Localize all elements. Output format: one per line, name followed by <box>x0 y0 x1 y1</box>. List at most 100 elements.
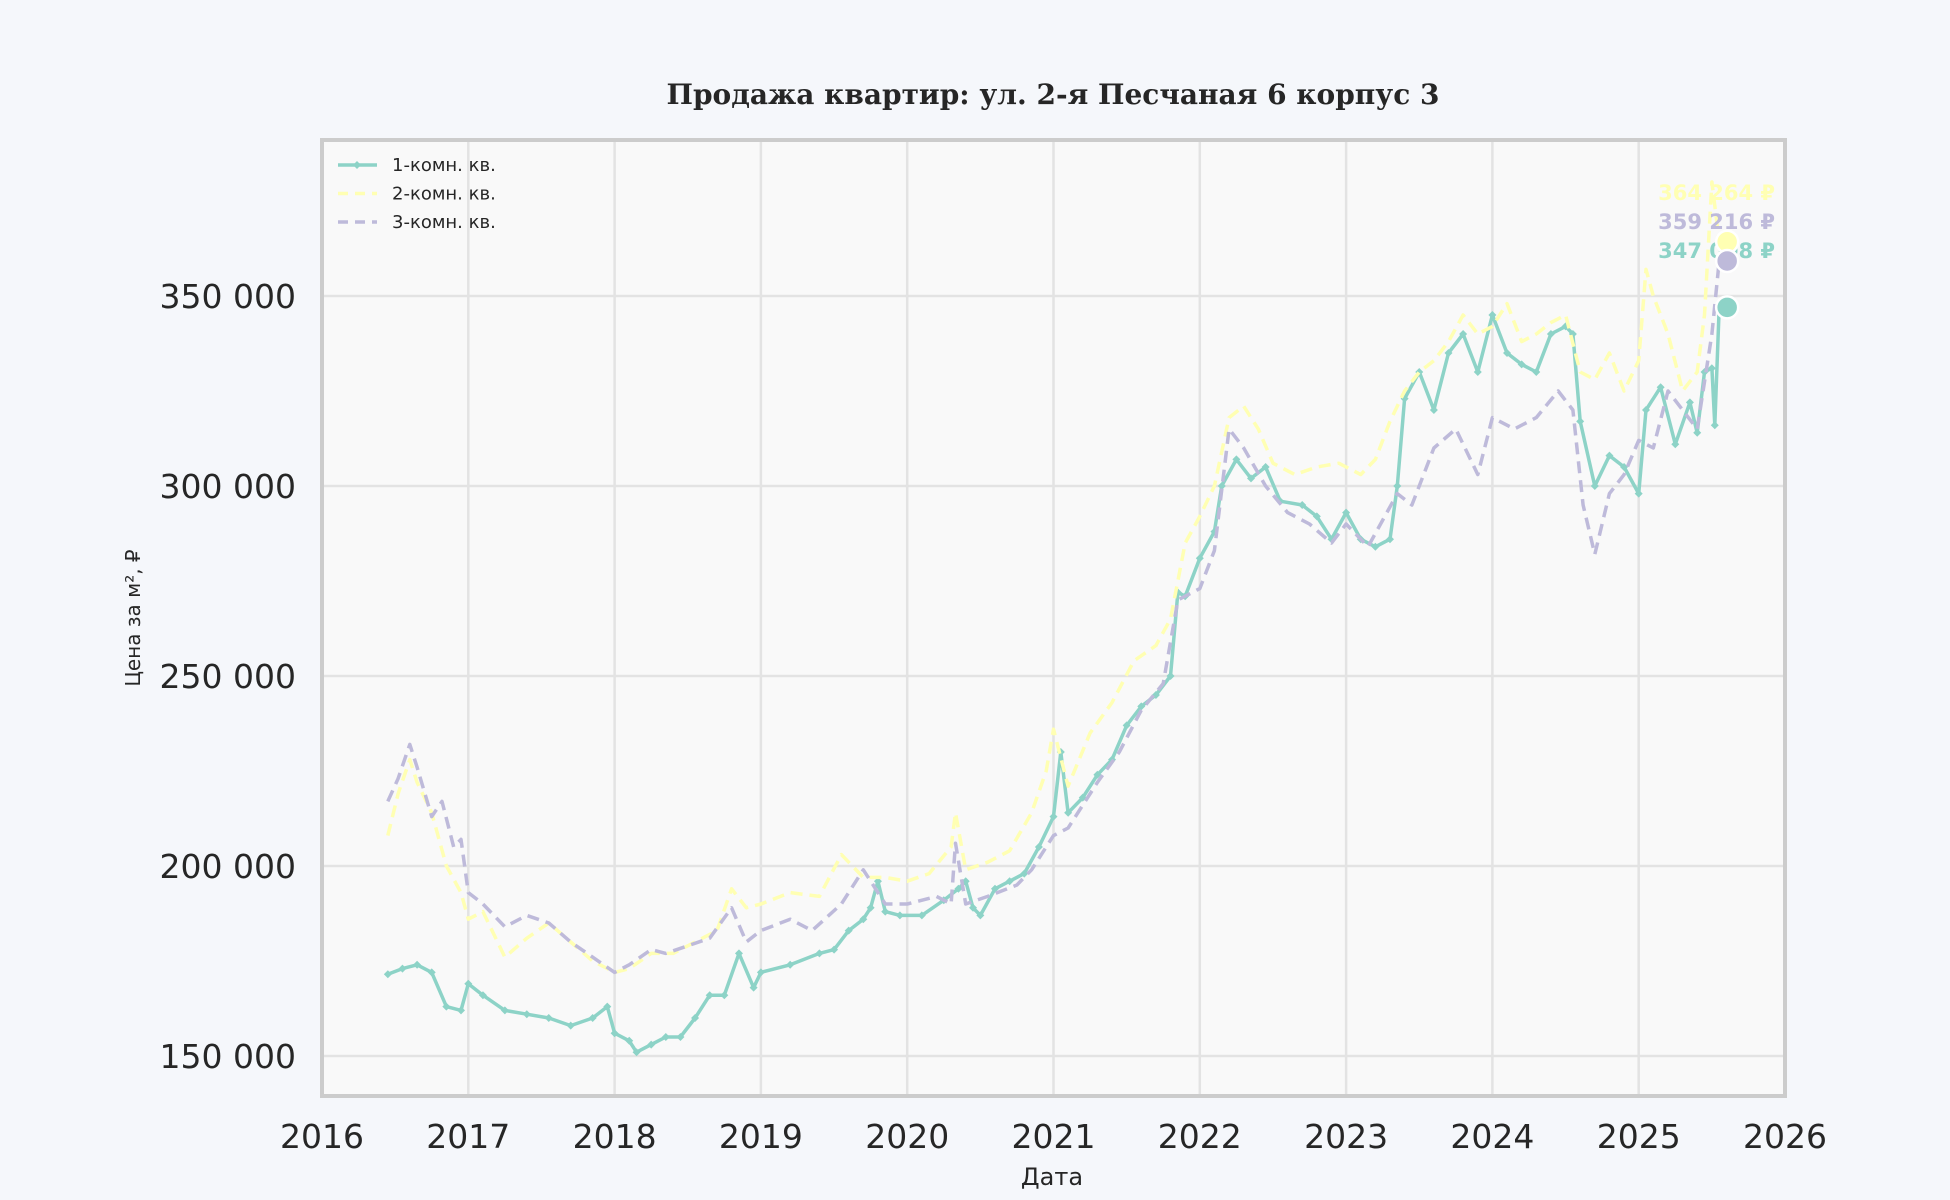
diamond-marker <box>1195 554 1204 563</box>
y-tick-label: 300 000 <box>160 467 296 506</box>
y-tick-label: 200 000 <box>160 847 296 886</box>
y-axis-label: Цена за м², ₽ <box>121 549 145 687</box>
x-tick-label: 2017 <box>426 1117 510 1156</box>
diamond-marker <box>1710 421 1719 430</box>
diamond-marker <box>1707 364 1716 373</box>
diamond-marker <box>478 991 487 1000</box>
diamond-marker <box>383 970 392 979</box>
diamond-marker <box>1371 542 1380 551</box>
diamond-marker <box>1532 368 1541 376</box>
chart-title: Продажа квартир: ул. 2-я Песчаная 6 корп… <box>666 78 1440 111</box>
diamond-marker <box>895 911 904 920</box>
grid-lines <box>322 140 1785 1096</box>
diamond-marker <box>1312 512 1321 521</box>
diamond-marker <box>1342 508 1351 517</box>
diamond-marker <box>990 884 999 893</box>
diamond-marker <box>1034 843 1043 851</box>
legend-label: 2-комн. кв. <box>392 184 496 205</box>
diamond-marker <box>398 964 407 973</box>
x-tick-label: 2020 <box>865 1117 949 1156</box>
diamond-marker <box>1634 489 1643 498</box>
diamond-marker <box>1656 383 1665 392</box>
diamond-marker <box>588 1014 597 1022</box>
legend: 1-комн. кв. 2-комн. кв. 3-комн. кв. <box>338 155 496 233</box>
diamond-marker <box>1473 368 1482 376</box>
diamond-marker <box>844 926 853 935</box>
diamond-marker <box>969 903 978 912</box>
diamond-marker <box>691 1014 700 1022</box>
diamond-marker <box>566 1021 575 1030</box>
x-tick-label: 2016 <box>280 1117 364 1156</box>
diamond-marker <box>1642 406 1651 414</box>
end-value-label: 364 264 ₽ <box>1658 181 1775 205</box>
series-line-3 <box>386 260 1721 975</box>
diamond-marker <box>1064 808 1073 817</box>
x-axis-label: Дата <box>1021 1163 1083 1191</box>
diamond-marker <box>661 1033 670 1041</box>
diamond-marker <box>647 1040 656 1049</box>
endpoint-dot <box>1714 295 1740 320</box>
diamond-marker <box>1488 311 1497 319</box>
diamond-marker <box>632 1048 641 1057</box>
diamond-marker <box>1671 440 1680 449</box>
x-tick-label: 2024 <box>1450 1117 1534 1156</box>
diamond-marker <box>881 907 890 916</box>
x-tick-label: 2019 <box>719 1117 803 1156</box>
endpoint-dot <box>1714 248 1740 274</box>
diamond-marker <box>815 949 824 958</box>
diamond-marker <box>976 911 985 920</box>
diamond-marker <box>413 960 422 969</box>
x-tick-label: 2021 <box>1012 1117 1096 1156</box>
diamond-marker <box>1444 349 1453 357</box>
x-tick-label: 2026 <box>1743 1117 1827 1156</box>
legend-label: 3-комн. кв. <box>392 212 496 233</box>
diamond-marker <box>917 911 926 920</box>
diamond-marker <box>610 1029 619 1038</box>
diamond-marker <box>522 1010 531 1019</box>
plot-frame <box>320 138 1787 1098</box>
diamond-marker <box>786 960 795 969</box>
diamond-marker <box>1590 482 1599 490</box>
x-tick-label: 2025 <box>1597 1117 1681 1156</box>
diamond-marker <box>500 1006 509 1015</box>
diamond-marker <box>1261 463 1270 471</box>
series-layer <box>383 180 1724 1057</box>
diamond-marker <box>954 884 963 893</box>
diamond-marker <box>676 1033 685 1041</box>
y-tick-label: 250 000 <box>160 657 296 696</box>
diamond-marker <box>1620 463 1629 471</box>
diamond-marker <box>1685 398 1694 407</box>
series-line-2 <box>386 180 1721 975</box>
x-tick-label: 2023 <box>1304 1117 1388 1156</box>
diamond-marker <box>1693 428 1702 437</box>
diamond-marker <box>756 968 765 977</box>
diamond-marker <box>1166 672 1175 680</box>
diamond-marker <box>1605 451 1614 460</box>
y-tick-label: 150 000 <box>160 1037 296 1076</box>
diamond-marker <box>1122 721 1131 730</box>
diamond-marker <box>1298 501 1307 509</box>
diamond-marker <box>1393 482 1402 490</box>
diamond-marker <box>456 1006 465 1015</box>
diamond-marker <box>1546 330 1555 338</box>
y-tick-label: 350 000 <box>160 277 296 316</box>
diamond-marker <box>1232 455 1241 464</box>
endpoint-markers: 347 008 ₽364 264 ₽359 216 ₽ <box>1658 181 1775 320</box>
diamond-marker <box>1020 869 1029 878</box>
diamond-marker <box>1517 360 1526 369</box>
diamond-marker <box>873 877 882 886</box>
diamond-marker <box>427 968 436 977</box>
diamond-marker <box>1247 474 1256 483</box>
diamond-marker <box>625 1036 634 1045</box>
end-value-label: 359 216 ₽ <box>1658 210 1775 234</box>
diamond-marker <box>1005 877 1014 886</box>
x-tick-label: 2018 <box>573 1117 657 1156</box>
diamond-marker <box>442 1002 451 1011</box>
diamond-marker <box>1576 417 1585 426</box>
diamond-marker <box>830 945 839 954</box>
diamond-marker <box>603 1002 612 1011</box>
diamond-marker <box>464 979 473 988</box>
diamond-marker <box>866 903 875 912</box>
x-tick-label: 2022 <box>1158 1117 1242 1156</box>
